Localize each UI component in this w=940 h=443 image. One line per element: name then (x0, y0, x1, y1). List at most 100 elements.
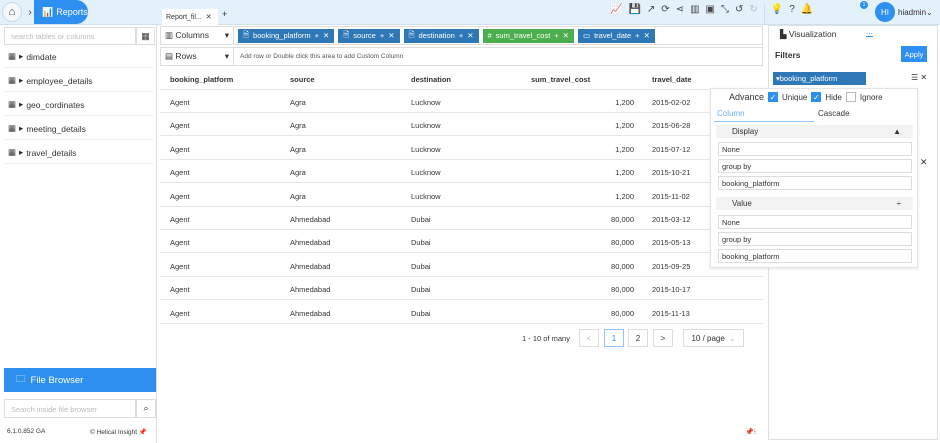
table-cell: Lucknow (411, 144, 441, 154)
caret-down-icon[interactable]: ▾ (224, 30, 229, 40)
tab-column[interactable]: Column (714, 108, 814, 122)
caret-up-icon[interactable]: ▲ (893, 127, 901, 136)
value-option[interactable]: group by (718, 232, 912, 246)
ignore-label: Ignore (859, 92, 883, 102)
table-cell: Dubai (411, 308, 431, 318)
file-browser-button[interactable]: 🗀 File Browser (4, 368, 156, 392)
table-item[interactable]: ▦ ▸ meeting_details (4, 118, 154, 140)
brand-label: © Helical Insight 📌 (90, 429, 147, 436)
value-option[interactable]: booking_platform (718, 249, 912, 263)
expand-icon[interactable]: ▸ (19, 123, 24, 133)
value-section[interactable]: Value ÷ (716, 197, 913, 210)
share-icon[interactable]: ⋖ (675, 4, 685, 15)
plus-icon[interactable]: + (314, 31, 319, 40)
column-chip[interactable]: # sum_travel_cost + ✕ (482, 28, 574, 43)
refresh-icon[interactable]: ⟳ (661, 4, 670, 15)
home-icon[interactable]: ⌂ (2, 2, 22, 22)
more-tab[interactable]: ... (866, 27, 873, 37)
column-header[interactable]: booking_platform (170, 75, 234, 84)
close-icon[interactable]: ✕ (920, 157, 928, 167)
chart-icon[interactable]: 📈 (610, 4, 623, 15)
close-icon[interactable]: ✕ (467, 31, 474, 40)
ignore-checkbox[interactable] (845, 92, 856, 102)
avatar[interactable]: HI (875, 2, 895, 22)
expand-icon[interactable]: ▸ (19, 51, 24, 61)
rows-shelf[interactable]: ▤ Rows ▾ Add row or Double click this are… (160, 47, 763, 66)
expand-icon[interactable]: ▸ (19, 99, 24, 109)
reports-breadcrumb[interactable]: 📊 Reports (34, 0, 88, 24)
menu-icon[interactable]: ☰ (911, 73, 919, 82)
expand-icon[interactable]: ▸ (19, 75, 24, 85)
save-icon[interactable]: 💾 (628, 4, 641, 15)
apply-button[interactable]: Apply (901, 46, 927, 62)
close-icon[interactable]: ✕ (205, 14, 212, 21)
close-icon[interactable]: ✕ (388, 31, 395, 40)
tab-cascade[interactable]: Cascade (818, 109, 850, 118)
visualization-tab[interactable]: ▙ Visualization (780, 29, 837, 39)
caret-down-icon[interactable]: ▾ (224, 51, 229, 61)
close-icon[interactable]: ✕ (322, 31, 330, 40)
close-icon[interactable]: ✕ (920, 73, 928, 82)
column-header[interactable]: sum_travel_cost (531, 75, 591, 84)
add-tab-button[interactable]: + (222, 9, 228, 19)
plus-icon[interactable]: + (554, 31, 559, 40)
column-header[interactable]: travel_date (652, 75, 692, 84)
page-2-button[interactable]: 2 (628, 329, 648, 347)
column-header[interactable]: destination (411, 75, 452, 84)
sort-icon[interactable]: ÷ (896, 199, 901, 208)
prev-page-button[interactable]: < (579, 329, 599, 347)
value-option[interactable]: None (718, 215, 912, 229)
table-search-input[interactable]: search tables or columns (4, 27, 136, 45)
search-icon[interactable]: ⌕ (136, 399, 156, 418)
rows-label[interactable]: ▤ Rows ▾ (161, 48, 234, 65)
file-browser-search-input[interactable]: Search inside file browser (4, 399, 136, 418)
fullscreen-icon[interactable]: ⤡ (720, 4, 729, 15)
table-item[interactable]: ▦ ▸ employee_details (4, 70, 154, 92)
table-item[interactable]: ▦ ▸ travel_details (4, 142, 154, 164)
tab-report[interactable]: Report_fil... ✕ (162, 9, 218, 25)
export-icon[interactable]: ↗ (646, 4, 656, 15)
layout-icon[interactable]: ▥ (690, 4, 700, 15)
column-chip[interactable]: 🗎 booking_platform + ✕ (238, 28, 335, 43)
unique-checkbox[interactable]: ✓ (768, 92, 779, 102)
next-page-button[interactable]: > (653, 329, 673, 347)
display-option[interactable]: booking_platform (718, 176, 912, 190)
redo-icon[interactable]: ↻ (749, 4, 758, 15)
column-chip[interactable]: 🗎 source + ✕ (338, 28, 400, 43)
hide-checkbox[interactable]: ✓ (811, 92, 822, 102)
expand-icon[interactable]: ▸ (19, 147, 24, 157)
table-item[interactable]: ▦ ▸ geo_cordinates (4, 94, 154, 116)
chevron-right-icon[interactable]: › (28, 6, 32, 18)
grid-icon[interactable]: ▦ (136, 27, 155, 45)
close-icon[interactable]: ✕ (562, 31, 569, 40)
lightbulb-icon[interactable]: 💡 (770, 4, 784, 15)
plus-icon[interactable]: + (635, 31, 640, 40)
advance-row: Advance ✓ Unique ✓ Hide Ignore (729, 92, 883, 102)
help-icon[interactable]: ? (789, 4, 795, 15)
display-label: Display (732, 127, 759, 136)
table-cell: 2015-11-02 (652, 191, 690, 201)
preview-icon[interactable]: ▣ (705, 4, 715, 15)
notification-badge: 1 (860, 1, 868, 9)
filter-chip[interactable]: ▾booking_platform (773, 72, 866, 85)
close-icon[interactable]: ✕ (643, 31, 650, 40)
display-section[interactable]: Display ▲ (716, 125, 913, 138)
plus-icon[interactable]: + (458, 31, 464, 40)
display-option[interactable]: group by (718, 159, 912, 173)
plus-icon[interactable]: + (379, 31, 385, 40)
display-option[interactable]: None (718, 142, 912, 156)
pin-icon[interactable]: 📌⁝ (745, 429, 756, 436)
pin-icon[interactable]: 📌 (138, 429, 147, 436)
column-chip[interactable]: 🗎 destination + ✕ (403, 28, 479, 43)
page-1-button[interactable]: 1 (604, 329, 624, 347)
column-chip[interactable]: ▭ travel_date + ✕ (577, 28, 655, 43)
columns-label[interactable]: ▥ Columns ▾ (161, 27, 234, 44)
columns-shelf[interactable]: ▥ Columns ▾ 🗎 booking_platform + ✕ 🗎 source + ✕ 🗎… (160, 26, 763, 45)
page-size-select[interactable]: 10 / page ⌄ (683, 329, 744, 347)
undo-icon[interactable]: ↺ (734, 4, 744, 15)
table-item[interactable]: ▦ ▸ dimdate (4, 46, 154, 68)
table-row: Agent Agra Lucknow 1,200 2015-10-21 (160, 160, 763, 184)
bell-icon[interactable]: 🔔 (800, 4, 814, 15)
user-menu[interactable]: hiadmin⌄ (898, 8, 933, 17)
column-header[interactable]: source (290, 75, 315, 84)
